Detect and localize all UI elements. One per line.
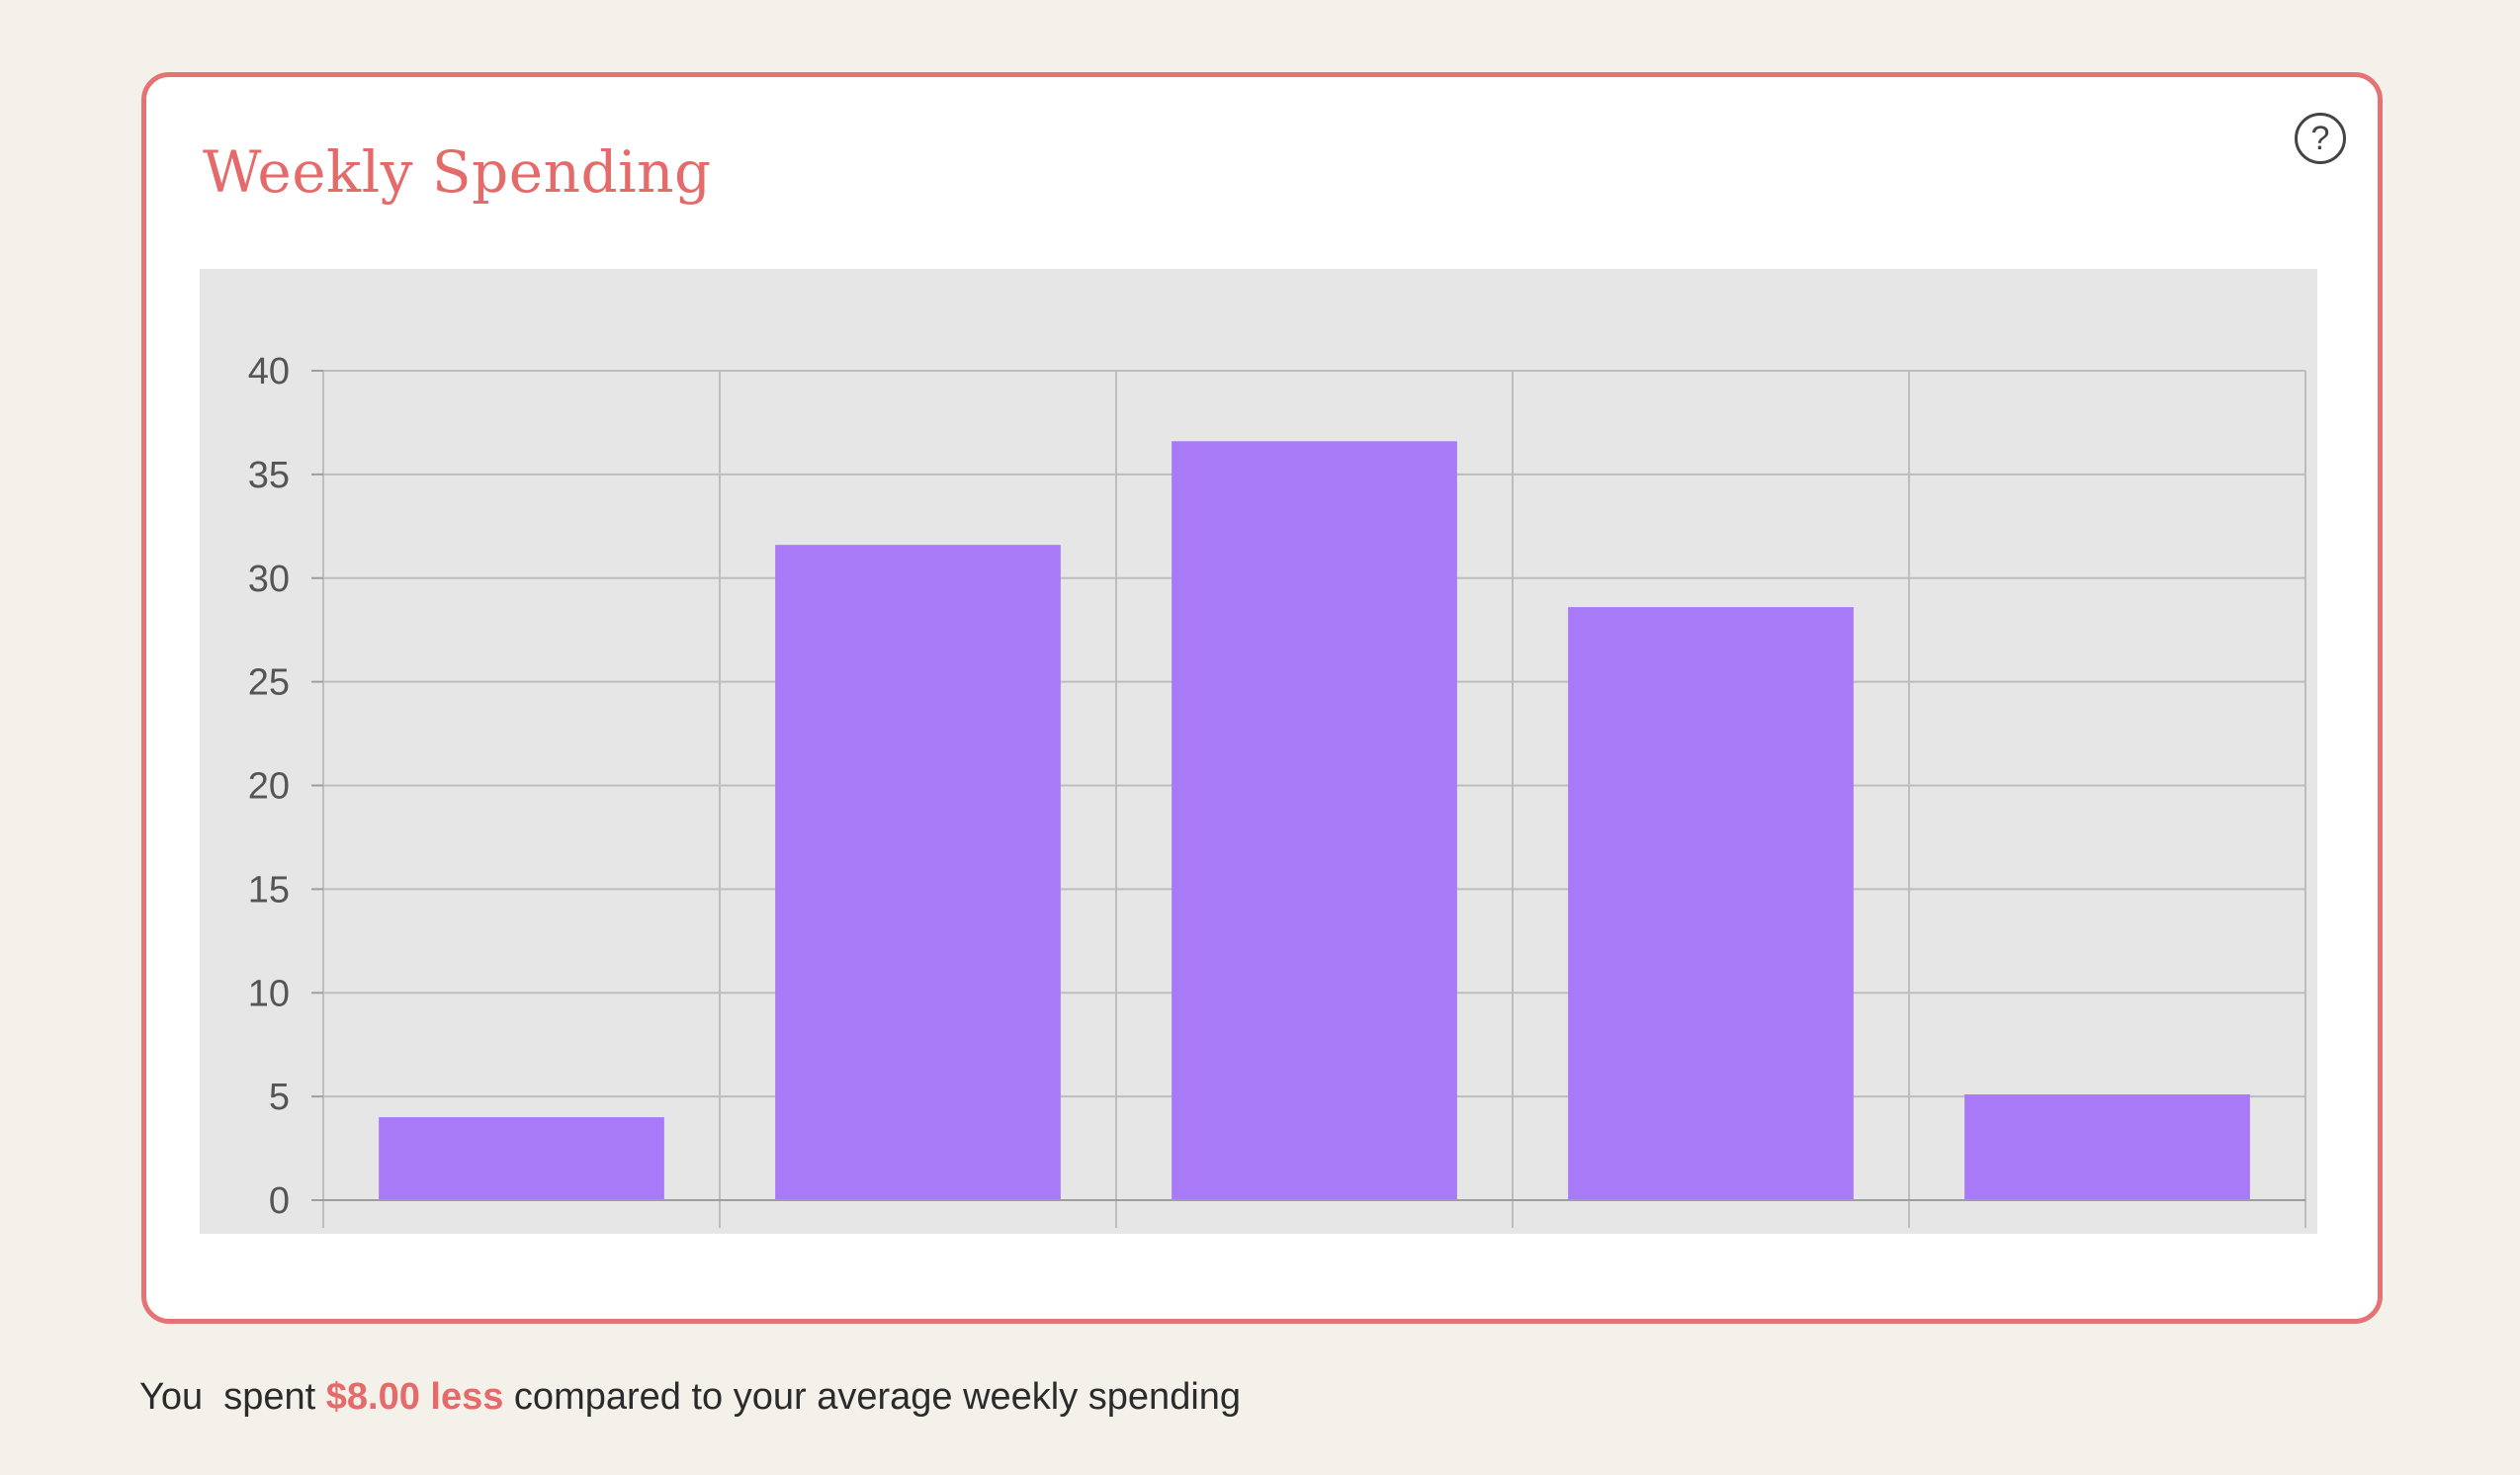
summary-highlight: $8.00 less <box>325 1376 504 1418</box>
card-title: Weekly Spending <box>203 138 712 206</box>
bar-5 <box>1964 1094 2250 1200</box>
axis-layer <box>311 370 2305 1201</box>
summary-suffix: compared to your average weekly spending <box>503 1376 1242 1418</box>
weekly-spending-card: Weekly Spending ? 0510152025303540Dec 18… <box>141 72 2383 1324</box>
weekly-spending-chart: 0510152025303540Dec 18- Dec 24Jan 1- Jan… <box>200 269 2317 1234</box>
label-layer: 0510152025303540Dec 18- Dec 24Jan 1- Jan… <box>248 351 290 1222</box>
y-tick-label: 20 <box>248 766 290 808</box>
summary-prefix: You spent <box>139 1376 326 1418</box>
spending-summary: You spent $8.00 less compared to your av… <box>139 1376 1241 1419</box>
y-tick-label: 25 <box>248 662 290 704</box>
bar-3 <box>1172 441 1457 1200</box>
help-icon[interactable]: ? <box>2295 113 2346 164</box>
bar-1 <box>379 1117 664 1200</box>
y-tick-label: 30 <box>248 559 290 600</box>
y-tick-label: 0 <box>269 1180 290 1222</box>
y-tick-label: 10 <box>248 973 290 1014</box>
bar-4 <box>1568 607 1854 1200</box>
y-tick-label: 5 <box>269 1077 290 1118</box>
bar-layer <box>379 441 2250 1200</box>
chart-svg: 0510152025303540Dec 18- Dec 24Jan 1- Jan… <box>248 351 2306 1228</box>
bar-2 <box>775 545 1061 1200</box>
y-tick-label: 40 <box>248 351 290 392</box>
y-tick-label: 35 <box>248 455 290 496</box>
y-tick-label: 15 <box>248 869 290 911</box>
